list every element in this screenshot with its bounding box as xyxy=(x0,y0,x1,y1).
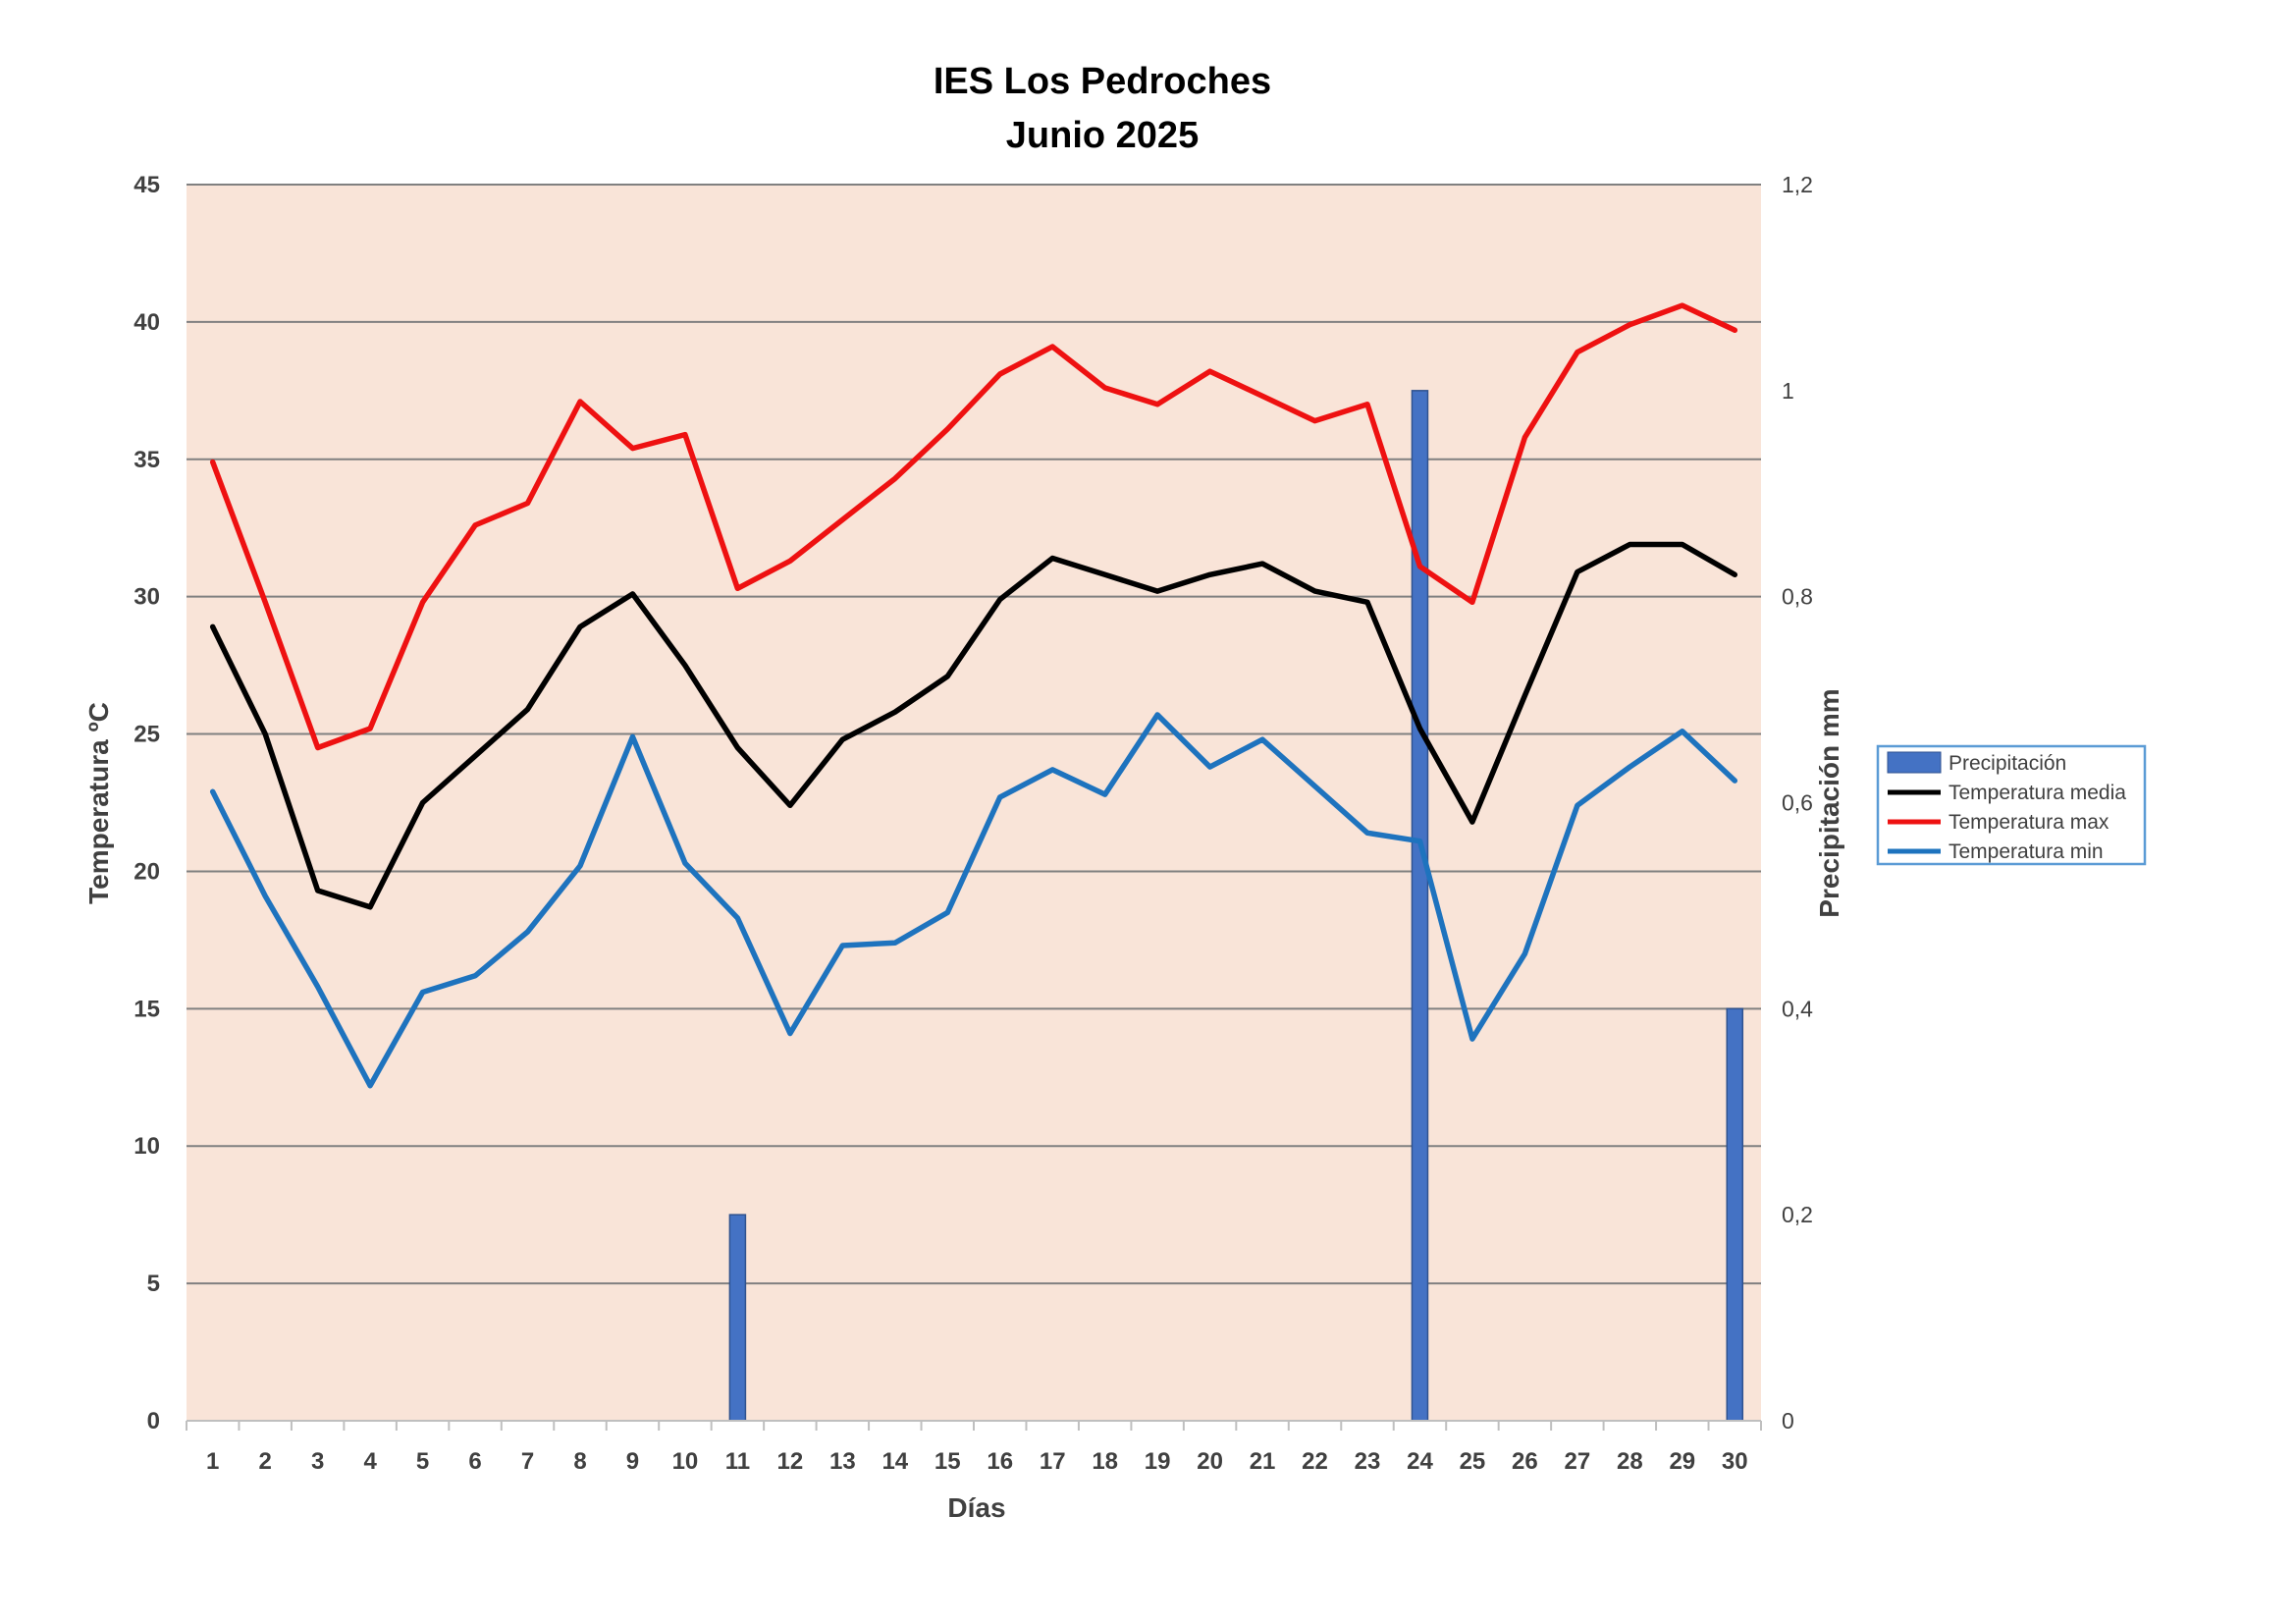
x-tick-label: 23 xyxy=(1355,1448,1381,1475)
y2-tick-label: 1,2 xyxy=(1782,172,1813,197)
y2-tick-label: 0,8 xyxy=(1782,584,1813,610)
x-tick-label: 15 xyxy=(934,1448,961,1475)
legend-label-min: Temperatura min xyxy=(1949,840,2104,863)
temperatura-media-line xyxy=(209,541,1738,910)
legend-label-media: Temperatura media xyxy=(1949,782,2126,804)
y2-tick-label: 0,2 xyxy=(1782,1202,1813,1227)
x-tick-label: 22 xyxy=(1302,1448,1328,1475)
temperatura-max-line xyxy=(209,302,1738,751)
x-tick-label: 27 xyxy=(1565,1448,1591,1475)
x-tick-label: 3 xyxy=(311,1448,324,1475)
y2-tick-label: 1 xyxy=(1782,378,1794,404)
y-axis-title: Temperatura ºC xyxy=(83,702,114,904)
x-tick-label: 21 xyxy=(1250,1448,1276,1475)
x-tick-label: 20 xyxy=(1197,1448,1223,1475)
x-tick-label: 5 xyxy=(416,1448,429,1475)
x-tick-label: 9 xyxy=(626,1448,639,1475)
y-tick-label: 30 xyxy=(133,584,160,611)
y-tick-label: 20 xyxy=(133,858,160,885)
x-axis-title: Días xyxy=(947,1492,1005,1523)
x-tick-label: 4 xyxy=(363,1448,377,1475)
y-tick-label: 40 xyxy=(133,309,160,336)
x-tick-label: 8 xyxy=(573,1448,586,1475)
y-tick-label: 10 xyxy=(133,1133,160,1160)
x-tick-label: 11 xyxy=(725,1448,750,1475)
y2-tick-label: 0,6 xyxy=(1782,790,1813,816)
x-tick-label: 28 xyxy=(1617,1448,1643,1475)
y2-tick-label: 0 xyxy=(1782,1408,1794,1434)
x-tick-label: 18 xyxy=(1092,1448,1118,1475)
y2-tick-label: 0,4 xyxy=(1782,996,1813,1021)
legend-swatch-precipitation xyxy=(1887,751,1942,774)
legend: Precipitación Temperatura media Temperat… xyxy=(1876,744,2147,866)
y-tick-label: 15 xyxy=(133,996,160,1022)
x-tick-label: 12 xyxy=(777,1448,804,1475)
x-tick-label: 16 xyxy=(987,1448,1013,1475)
y-tick-label: 25 xyxy=(133,722,160,748)
x-tick-label: 25 xyxy=(1460,1448,1486,1475)
precipitation-bars xyxy=(728,390,1744,1422)
y-tick-label: 5 xyxy=(147,1271,160,1297)
x-tick-label: 29 xyxy=(1669,1448,1695,1475)
y-tick-label: 35 xyxy=(133,447,160,473)
plot-area xyxy=(187,185,1761,1421)
x-tick-label: 2 xyxy=(259,1448,272,1475)
x-tick-label: 17 xyxy=(1040,1448,1066,1475)
x-tick-label: 19 xyxy=(1145,1448,1171,1475)
x-tick-label: 24 xyxy=(1407,1448,1433,1475)
precipitation-bar xyxy=(1726,1007,1744,1422)
x-tick-label: 13 xyxy=(829,1448,856,1475)
y2-axis-title: Precipitación mm xyxy=(1814,688,1844,917)
chart-title-line-2: Junio 2025 xyxy=(1006,115,1199,156)
x-tick-label: 14 xyxy=(881,1448,908,1475)
x-tick-label: 7 xyxy=(521,1448,534,1475)
x-tick-label: 26 xyxy=(1512,1448,1538,1475)
x-tick-label: 10 xyxy=(672,1448,699,1475)
x-tick-label: 30 xyxy=(1722,1448,1748,1475)
y-tick-label: 0 xyxy=(147,1408,160,1435)
y-tick-label: 45 xyxy=(133,172,160,198)
x-tick-label: 6 xyxy=(468,1448,481,1475)
legend-label-precipitation: Precipitación xyxy=(1949,752,2066,775)
temperatura-min-line xyxy=(209,712,1738,1089)
precipitation-bar xyxy=(728,1214,747,1422)
chart-title-line-1: IES Los Pedroches xyxy=(934,61,1271,102)
temperature-lines xyxy=(209,302,1738,1089)
grid-lines xyxy=(187,184,1761,1285)
x-tick-label: 1 xyxy=(206,1448,219,1475)
legend-label-max: Temperatura max xyxy=(1949,811,2109,834)
